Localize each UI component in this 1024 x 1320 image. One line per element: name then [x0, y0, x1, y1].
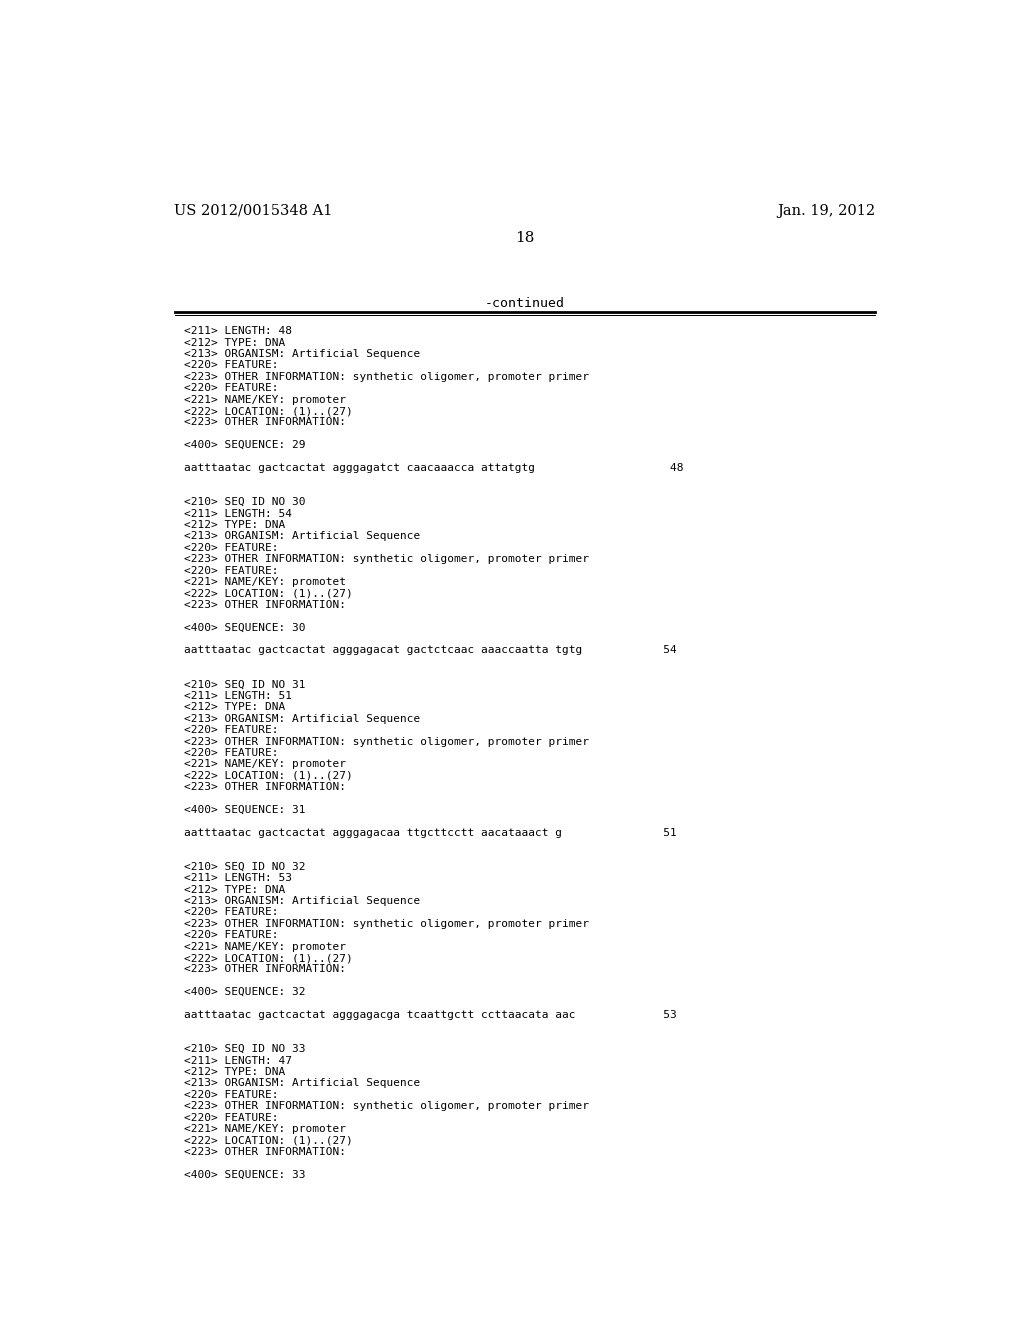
Text: US 2012/0015348 A1: US 2012/0015348 A1: [174, 203, 333, 218]
Text: <221> NAME/KEY: promoter: <221> NAME/KEY: promoter: [183, 1123, 346, 1134]
Text: <223> OTHER INFORMATION: synthetic oligomer, promoter primer: <223> OTHER INFORMATION: synthetic oligo…: [183, 737, 589, 747]
Text: <400> SEQUENCE: 30: <400> SEQUENCE: 30: [183, 623, 305, 632]
Text: <223> OTHER INFORMATION:: <223> OTHER INFORMATION:: [183, 599, 346, 610]
Text: <221> NAME/KEY: promoter: <221> NAME/KEY: promoter: [183, 759, 346, 770]
Text: <213> ORGANISM: Artificial Sequence: <213> ORGANISM: Artificial Sequence: [183, 532, 420, 541]
Text: <210> SEQ ID NO 33: <210> SEQ ID NO 33: [183, 1044, 305, 1055]
Text: <221> NAME/KEY: promoter: <221> NAME/KEY: promoter: [183, 395, 346, 405]
Text: <400> SEQUENCE: 31: <400> SEQUENCE: 31: [183, 805, 305, 814]
Text: <220> FEATURE:: <220> FEATURE:: [183, 1090, 279, 1100]
Text: <211> LENGTH: 54: <211> LENGTH: 54: [183, 508, 292, 519]
Text: <223> OTHER INFORMATION:: <223> OTHER INFORMATION:: [183, 417, 346, 428]
Text: aatttaatac gactcactat agggagatct caacaaacca attatgtg                    48: aatttaatac gactcactat agggagatct caacaaa…: [183, 463, 683, 473]
Text: -continued: -continued: [484, 297, 565, 310]
Text: <212> TYPE: DNA: <212> TYPE: DNA: [183, 520, 285, 531]
Text: <210> SEQ ID NO 32: <210> SEQ ID NO 32: [183, 862, 305, 873]
Text: 18: 18: [515, 231, 535, 244]
Text: <220> FEATURE:: <220> FEATURE:: [183, 931, 279, 940]
Text: <223> OTHER INFORMATION:: <223> OTHER INFORMATION:: [183, 1147, 346, 1156]
Text: <220> FEATURE:: <220> FEATURE:: [183, 360, 279, 371]
Text: aatttaatac gactcactat agggagacaa ttgcttcctt aacataaact g               51: aatttaatac gactcactat agggagacaa ttgcttc…: [183, 828, 677, 838]
Text: <222> LOCATION: (1)..(27): <222> LOCATION: (1)..(27): [183, 771, 352, 780]
Text: <220> FEATURE:: <220> FEATURE:: [183, 1113, 279, 1122]
Text: <400> SEQUENCE: 32: <400> SEQUENCE: 32: [183, 987, 305, 997]
Text: <220> FEATURE:: <220> FEATURE:: [183, 383, 279, 393]
Text: <212> TYPE: DNA: <212> TYPE: DNA: [183, 338, 285, 347]
Text: <220> FEATURE:: <220> FEATURE:: [183, 907, 279, 917]
Text: <223> OTHER INFORMATION: synthetic oligomer, promoter primer: <223> OTHER INFORMATION: synthetic oligo…: [183, 554, 589, 564]
Text: <400> SEQUENCE: 29: <400> SEQUENCE: 29: [183, 440, 305, 450]
Text: <213> ORGANISM: Artificial Sequence: <213> ORGANISM: Artificial Sequence: [183, 1078, 420, 1089]
Text: <222> LOCATION: (1)..(27): <222> LOCATION: (1)..(27): [183, 1135, 352, 1146]
Text: <222> LOCATION: (1)..(27): <222> LOCATION: (1)..(27): [183, 953, 352, 964]
Text: <212> TYPE: DNA: <212> TYPE: DNA: [183, 884, 285, 895]
Text: <223> OTHER INFORMATION: synthetic oligomer, promoter primer: <223> OTHER INFORMATION: synthetic oligo…: [183, 372, 589, 381]
Text: <223> OTHER INFORMATION:: <223> OTHER INFORMATION:: [183, 781, 346, 792]
Text: aatttaatac gactcactat agggagacat gactctcaac aaaccaatta tgtg            54: aatttaatac gactcactat agggagacat gactctc…: [183, 645, 677, 655]
Text: <211> LENGTH: 48: <211> LENGTH: 48: [183, 326, 292, 337]
Text: <220> FEATURE:: <220> FEATURE:: [183, 748, 279, 758]
Text: <212> TYPE: DNA: <212> TYPE: DNA: [183, 1067, 285, 1077]
Text: Jan. 19, 2012: Jan. 19, 2012: [777, 203, 876, 218]
Text: <211> LENGTH: 53: <211> LENGTH: 53: [183, 874, 292, 883]
Text: <400> SEQUENCE: 33: <400> SEQUENCE: 33: [183, 1170, 305, 1180]
Text: <223> OTHER INFORMATION: synthetic oligomer, promoter primer: <223> OTHER INFORMATION: synthetic oligo…: [183, 1101, 589, 1111]
Text: <212> TYPE: DNA: <212> TYPE: DNA: [183, 702, 285, 713]
Text: <210> SEQ ID NO 31: <210> SEQ ID NO 31: [183, 680, 305, 689]
Text: <211> LENGTH: 47: <211> LENGTH: 47: [183, 1056, 292, 1065]
Text: <222> LOCATION: (1)..(27): <222> LOCATION: (1)..(27): [183, 407, 352, 416]
Text: <221> NAME/KEY: promotet: <221> NAME/KEY: promotet: [183, 577, 346, 587]
Text: <220> FEATURE:: <220> FEATURE:: [183, 725, 279, 735]
Text: <211> LENGTH: 51: <211> LENGTH: 51: [183, 690, 292, 701]
Text: <213> ORGANISM: Artificial Sequence: <213> ORGANISM: Artificial Sequence: [183, 348, 420, 359]
Text: <223> OTHER INFORMATION:: <223> OTHER INFORMATION:: [183, 965, 346, 974]
Text: <210> SEQ ID NO 30: <210> SEQ ID NO 30: [183, 498, 305, 507]
Text: aatttaatac gactcactat agggagacga tcaattgctt ccttaacata aac             53: aatttaatac gactcactat agggagacga tcaattg…: [183, 1010, 677, 1020]
Text: <220> FEATURE:: <220> FEATURE:: [183, 565, 279, 576]
Text: <213> ORGANISM: Artificial Sequence: <213> ORGANISM: Artificial Sequence: [183, 714, 420, 723]
Text: <213> ORGANISM: Artificial Sequence: <213> ORGANISM: Artificial Sequence: [183, 896, 420, 906]
Text: <223> OTHER INFORMATION: synthetic oligomer, promoter primer: <223> OTHER INFORMATION: synthetic oligo…: [183, 919, 589, 929]
Text: <222> LOCATION: (1)..(27): <222> LOCATION: (1)..(27): [183, 589, 352, 598]
Text: <220> FEATURE:: <220> FEATURE:: [183, 543, 279, 553]
Text: <221> NAME/KEY: promoter: <221> NAME/KEY: promoter: [183, 941, 346, 952]
